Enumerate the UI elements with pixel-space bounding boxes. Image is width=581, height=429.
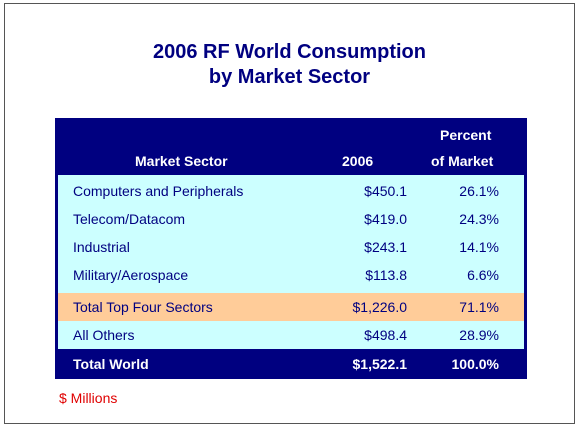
table-header: Market Sector 2006 Percent of Market (55, 118, 527, 174)
slide-title: 2006 RF World Consumption (153, 41, 426, 63)
table-row: Industrial $243.1 14.1% (58, 233, 524, 261)
table-row: Computers and Peripherals $450.1 26.1% (58, 177, 524, 205)
table-row: All Others $498.4 28.9% (58, 321, 524, 349)
table-row-highlighted: Total Top Four Sectors $1,226.0 71.1% (58, 293, 524, 321)
total-percent: 100.0% (451, 356, 499, 372)
row-value: $419.0 (364, 211, 407, 227)
table-body: Computers and Peripherals $450.1 26.1% T… (58, 175, 524, 349)
total-value: $1,522.1 (352, 356, 408, 372)
units-footnote: $ Millions (59, 390, 118, 406)
row-percent: 71.1% (459, 299, 499, 315)
row-label: Telecom/Datacom (73, 211, 186, 227)
header-year: 2006 (342, 153, 374, 169)
row-label: Total Top Four Sectors (73, 299, 213, 315)
table-total-row: Total World $1,522.1 100.0% (55, 350, 527, 378)
row-label: Computers and Peripherals (73, 183, 244, 199)
row-value: $243.1 (364, 239, 407, 255)
slide-subtitle: by Market Sector (208, 66, 371, 88)
row-label: Military/Aerospace (73, 267, 189, 283)
table-row: Military/Aerospace $113.8 6.6% (58, 261, 524, 289)
row-percent: 24.3% (459, 211, 499, 227)
row-value: $113.8 (365, 267, 407, 283)
row-percent: 14.1% (459, 239, 499, 255)
row-value: $498.4 (364, 327, 407, 343)
total-label: Total World (73, 356, 149, 372)
table-row: Telecom/Datacom $419.0 24.3% (58, 205, 524, 233)
header-percent-line2: of Market (431, 153, 494, 169)
row-value: $1,226.0 (352, 299, 408, 315)
row-label: Industrial (73, 239, 130, 255)
header-market-sector: Market Sector (135, 153, 228, 169)
row-value: $450.1 (364, 183, 407, 199)
market-sector-table: Market Sector 2006 Percent of Market Com… (55, 118, 527, 379)
row-percent: 28.9% (459, 327, 499, 343)
row-label: All Others (73, 327, 135, 343)
slide-frame: 2006 RF World Consumption by Market Sect… (4, 3, 575, 424)
header-percent-line1: Percent (440, 127, 492, 143)
row-percent: 26.1% (459, 183, 499, 199)
row-percent: 6.6% (467, 267, 499, 283)
